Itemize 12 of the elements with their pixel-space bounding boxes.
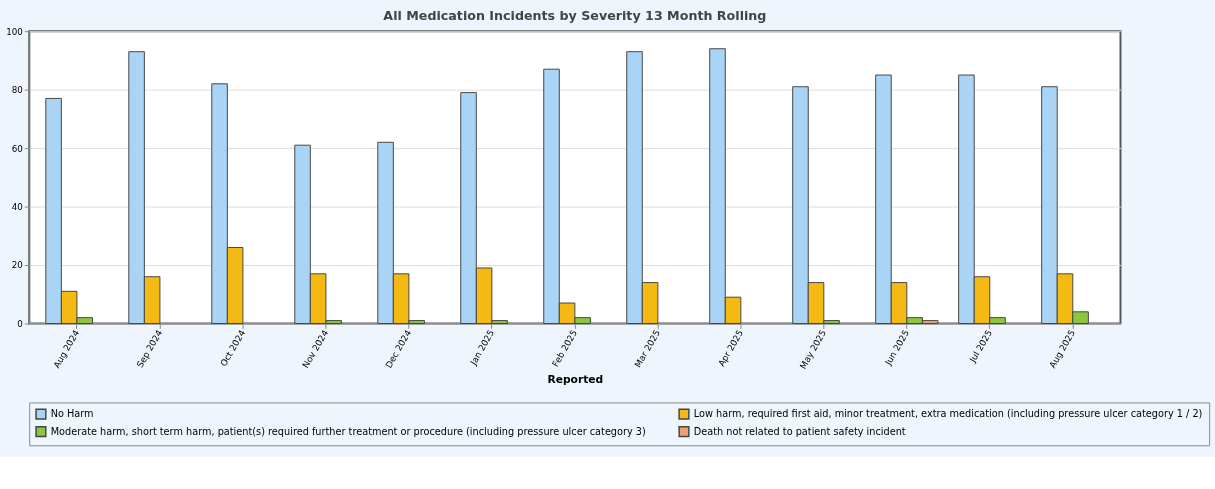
legend-label: Low harm, required first aid, minor treatment, extra medication (including pressure ulcer category 1 / 2) (693, 408, 1203, 420)
y-tick-label: 0 (17, 318, 23, 329)
legend-label: Moderate harm, short term harm, patient(s) required further treatment or procedure (including pressure ulcer category 3) (50, 425, 646, 437)
legend-label: Death not related to patient safety incident (693, 425, 906, 437)
y-tick-label: 40 (11, 201, 23, 212)
legend-label: No Harm (50, 408, 94, 420)
y-tick-label: 20 (11, 260, 23, 271)
y-tick-label: 100 (6, 26, 23, 37)
y-tick-label: 80 (11, 85, 23, 96)
y-tick-label: 60 (11, 143, 23, 154)
x-axis-title: Reported (547, 373, 604, 387)
chart-title: All Medication Incidents by Severity 13 Month Rolling (383, 8, 767, 24)
